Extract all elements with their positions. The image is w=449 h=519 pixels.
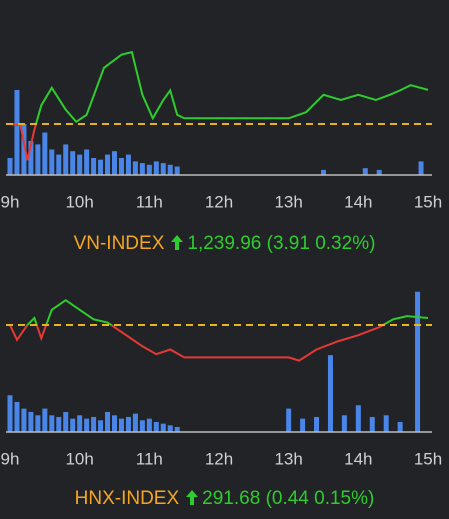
volume-bar xyxy=(160,163,166,175)
volume-bar xyxy=(42,408,48,432)
volume-bar xyxy=(98,159,104,175)
volume-bar xyxy=(112,151,117,175)
volume-bar xyxy=(112,415,117,432)
volume-bar xyxy=(63,411,69,432)
x-tick-label: 11h xyxy=(136,192,163,211)
index-header: HNX-INDEX 291.68 (0.44 0.15%) xyxy=(0,488,449,510)
x-tick-label: 12h xyxy=(205,449,233,468)
x-tick-label: 10h xyxy=(65,449,93,468)
volume-bar xyxy=(28,141,34,175)
volume-bar xyxy=(35,415,41,432)
volume-bar xyxy=(397,421,403,432)
volume-bar xyxy=(153,421,159,432)
index-value: 291.68 xyxy=(202,488,261,509)
volume-bar xyxy=(14,401,20,432)
index-name: HNX-INDEX xyxy=(74,488,180,509)
volume-bar xyxy=(146,164,152,175)
volume-bar xyxy=(84,418,90,432)
volume-bar xyxy=(63,144,69,175)
up-arrow xyxy=(171,235,184,250)
index-line-down xyxy=(9,325,386,362)
volume-bar xyxy=(14,90,20,175)
volume-bar xyxy=(153,161,159,175)
volume-bar xyxy=(125,416,131,432)
volume-bar xyxy=(28,411,34,432)
volume-bar xyxy=(415,291,421,432)
volume-bar xyxy=(418,161,424,175)
volume-bar xyxy=(341,415,347,432)
volume-bar xyxy=(7,158,13,175)
volume-bar xyxy=(327,355,333,432)
volume-bar xyxy=(160,423,166,432)
up-arrow xyxy=(186,490,199,505)
volume-bar xyxy=(21,408,27,432)
volume-bar xyxy=(132,161,138,175)
volume-bar xyxy=(286,408,292,432)
volume-bar xyxy=(56,416,62,432)
volume-bar xyxy=(132,413,138,432)
volume-bar xyxy=(77,154,83,175)
x-tick-label: 13h xyxy=(274,449,302,468)
volume-bar xyxy=(118,158,124,175)
volume-bar xyxy=(174,166,180,175)
volume-bar xyxy=(98,420,104,432)
volume-bar xyxy=(369,416,375,432)
x-tick-label: 12h xyxy=(205,192,233,211)
volume-bar xyxy=(314,416,320,432)
volume-bar xyxy=(355,405,361,432)
index-header: VN-INDEX 1,239.96 (3.91 0.32%) xyxy=(0,233,449,255)
volume-bar xyxy=(139,163,145,175)
index-name: VN-INDEX xyxy=(73,233,165,254)
volume-bar xyxy=(21,124,27,175)
volume-bar xyxy=(84,149,90,175)
volume-bar xyxy=(35,144,41,175)
volume-bar xyxy=(118,418,124,432)
volume-bar xyxy=(91,158,97,175)
volume-bar xyxy=(376,169,382,175)
x-tick-label: 13h xyxy=(274,192,302,211)
volume-bar xyxy=(105,411,111,432)
volume-bar xyxy=(105,154,111,175)
index-value: 1,239.96 xyxy=(187,233,262,254)
volume-bar xyxy=(49,415,55,432)
x-tick-label: 11h xyxy=(136,449,163,468)
volume-bar xyxy=(42,132,48,175)
index-change: (3.91 0.32%) xyxy=(266,233,376,254)
volume-bar xyxy=(70,418,76,432)
x-tick-label: 10h xyxy=(65,192,93,211)
x-tick-label: 14h xyxy=(344,192,372,211)
x-tick-label: 15h xyxy=(414,449,442,468)
volume-bar xyxy=(300,418,306,432)
volume-bar xyxy=(167,425,173,432)
index-change: (0.44 0.15%) xyxy=(265,488,375,509)
volume-bar xyxy=(362,168,368,175)
volume-bar xyxy=(383,415,389,432)
x-tick-label: 15h xyxy=(414,192,442,211)
index-line-down xyxy=(9,124,38,161)
volume-bar xyxy=(49,149,55,175)
volume-bar xyxy=(77,415,83,432)
index-line-up xyxy=(10,50,429,124)
volume-bar xyxy=(139,420,145,432)
volume-bar xyxy=(321,169,326,175)
volume-bar xyxy=(91,416,97,432)
volume-bar xyxy=(125,154,131,175)
volume-bar xyxy=(174,426,180,432)
volume-bar xyxy=(56,154,62,175)
x-tick-label: 9h xyxy=(1,192,20,211)
volume-bar xyxy=(146,418,152,432)
volume-bar xyxy=(70,151,76,175)
x-tick-label: 14h xyxy=(344,449,372,468)
index-line-up xyxy=(9,298,429,326)
volume-bar xyxy=(7,395,13,432)
volume-bar xyxy=(167,164,173,175)
x-tick-label: 9h xyxy=(1,449,20,468)
